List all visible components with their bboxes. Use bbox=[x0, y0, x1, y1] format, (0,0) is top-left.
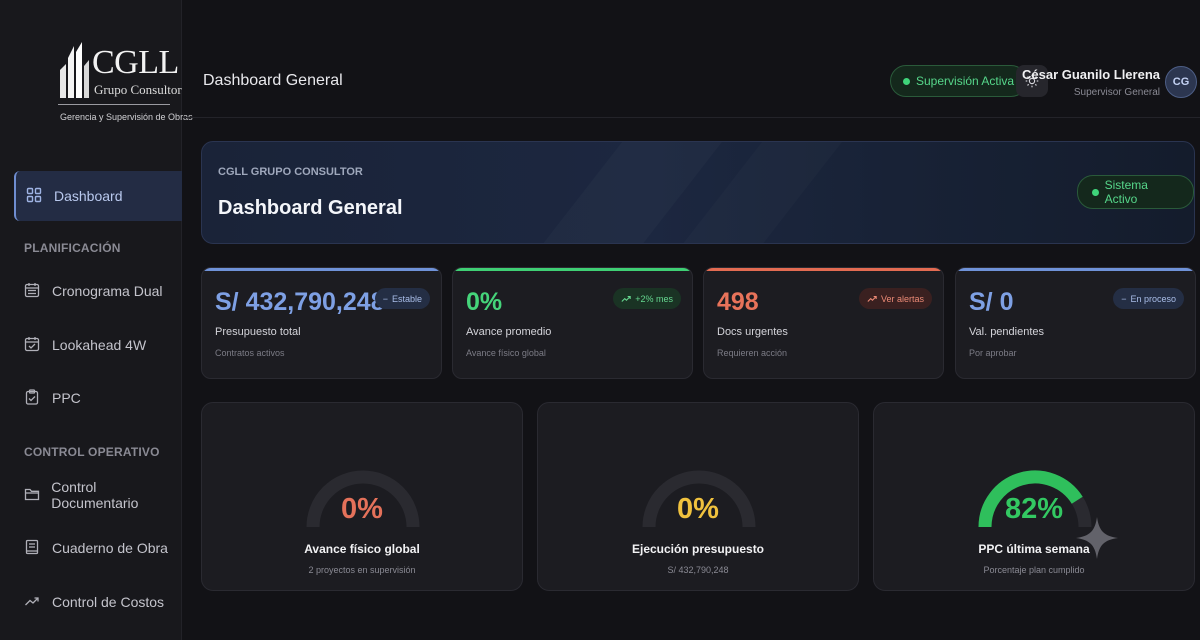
card-accent-bar bbox=[956, 268, 1195, 271]
sidebar-item-lookahead[interactable]: Lookahead 4W bbox=[14, 320, 182, 370]
sidebar-item-label: Control Documentario bbox=[51, 479, 139, 511]
banner-decoration bbox=[202, 142, 1195, 244]
stat-label: Val. pendientes bbox=[969, 326, 1045, 338]
page-title: Dashboard General bbox=[203, 72, 343, 89]
minus-icon: − bbox=[1121, 293, 1127, 304]
stat-value: S/ 0 bbox=[969, 288, 1014, 316]
status-label: Supervisión Activa bbox=[916, 74, 1015, 88]
sidebar-item-label: PPC bbox=[52, 390, 81, 406]
calendar-icon bbox=[24, 282, 42, 300]
stat-desc: Por aprobar bbox=[969, 348, 1017, 358]
gauge-ppc bbox=[978, 470, 1092, 528]
stat-value: S/ 432,790,248 bbox=[215, 288, 385, 316]
gauge-card-ejecucion-presupuesto[interactable]: 0% Ejecución presupuesto S/ 432,790,248 bbox=[537, 402, 859, 591]
gauge-card-avance-fisico[interactable]: 0% Avance físico global 2 proyectos en s… bbox=[201, 402, 523, 591]
trend-up-icon bbox=[24, 593, 42, 611]
gauge-title: PPC última semana bbox=[978, 542, 1090, 556]
stat-label: Presupuesto total bbox=[215, 326, 301, 338]
avatar[interactable]: CG bbox=[1165, 66, 1197, 98]
sidebar-item-label: Lookahead 4W bbox=[52, 337, 147, 353]
sidebar-item-cronograma-dual[interactable]: Cronograma Dual bbox=[14, 266, 182, 316]
sun-icon bbox=[1025, 74, 1039, 88]
clipboard-check-icon bbox=[24, 389, 42, 407]
stat-desc: Avance físico global bbox=[466, 348, 546, 358]
stat-badge: − Estable bbox=[374, 288, 430, 309]
sidebar-item-dashboard[interactable]: Dashboard bbox=[14, 171, 182, 221]
sidebar-item-control-de-costos[interactable]: Control de Costos bbox=[14, 577, 182, 627]
trend-up-icon bbox=[621, 295, 631, 302]
section-control-operativo: CONTROL OPERATIVO bbox=[24, 445, 160, 459]
gauge-subtitle: 2 proyectos en supervisión bbox=[308, 565, 416, 575]
card-accent-bar bbox=[453, 268, 692, 271]
user-role: Supervisor General bbox=[1073, 87, 1160, 98]
badge-label: +2% mes bbox=[635, 293, 673, 304]
gauge-ejecucion-presupuesto bbox=[642, 470, 756, 528]
badge-label: Ver alertas bbox=[880, 293, 924, 304]
gauge-title: Ejecución presupuesto bbox=[631, 542, 765, 556]
minus-icon: − bbox=[382, 293, 388, 304]
banner-title: Dashboard General bbox=[218, 197, 403, 219]
stat-card-docs-urgentes[interactable]: 498 Ver alertas Docs urgentes Requieren … bbox=[703, 267, 944, 379]
calendar-check-icon bbox=[24, 336, 42, 354]
building-logo-icon bbox=[60, 42, 89, 98]
gauge-percent: 0% bbox=[341, 493, 383, 525]
stat-label: Docs urgentes bbox=[717, 326, 788, 338]
badge-label: Estable bbox=[391, 293, 422, 304]
notebook-icon bbox=[24, 539, 42, 557]
stat-label: Avance promedio bbox=[466, 326, 552, 338]
logo-brand: CGLL bbox=[92, 44, 179, 81]
stat-badge-ver-alertas[interactable]: Ver alertas bbox=[858, 288, 932, 309]
stat-desc: Contratos activos bbox=[215, 348, 285, 358]
logo-tagline: Gerencia y Supervisión de Obras bbox=[60, 112, 193, 122]
sparkle-icon bbox=[1076, 517, 1118, 559]
stat-card-val-pendientes[interactable]: S/ 0 − En proceso Val. pendientes Por ap… bbox=[955, 267, 1196, 379]
gauge-fill bbox=[978, 470, 1083, 528]
sidebar-item-label: Cronograma Dual bbox=[52, 283, 163, 299]
status-dot bbox=[1092, 188, 1099, 196]
stat-card-avance[interactable]: 0% +2% mes Avance promedio Avance físico… bbox=[452, 267, 693, 379]
stat-desc: Requieren acción bbox=[717, 348, 788, 358]
status-label: Sistema Activo bbox=[1104, 178, 1148, 206]
section-planificacion: PLANIFICACIÓN bbox=[24, 241, 121, 255]
user-name: César Guanilo Llerena bbox=[1022, 67, 1160, 82]
stat-value: 0% bbox=[466, 288, 503, 316]
stat-badge: +2% mes bbox=[613, 288, 681, 309]
system-status-pill[interactable]: Sistema Activo bbox=[1077, 175, 1194, 209]
status-dot bbox=[903, 77, 910, 85]
stat-card-presupuesto[interactable]: S/ 432,790,248 − Estable Presupuesto tot… bbox=[201, 267, 442, 379]
gauge-percent: 0% bbox=[677, 493, 719, 525]
gauge-title: Avance físico global bbox=[304, 542, 420, 556]
theme-toggle-button[interactable] bbox=[1016, 65, 1048, 97]
logo-divider bbox=[58, 104, 170, 105]
trend-up-icon bbox=[867, 295, 877, 302]
badge-label: En proceso bbox=[1130, 293, 1176, 304]
gauge-track bbox=[642, 470, 756, 528]
sidebar-item-label: Control de Costos bbox=[52, 594, 165, 610]
stat-badge: − En proceso bbox=[1113, 288, 1184, 309]
folder-icon bbox=[24, 486, 41, 504]
sidebar-item-control-documentario[interactable]: Control Documentario bbox=[14, 470, 182, 520]
sidebar-item-label: Cuaderno de Obra bbox=[52, 540, 168, 556]
gauge-avance-fisico bbox=[306, 470, 420, 528]
banner-subtitle: CGLL GRUPO CONSULTOR bbox=[218, 166, 363, 178]
logo-company: Grupo Consultor bbox=[94, 82, 182, 97]
top-header: Dashboard General Supervisión Activa Cés… bbox=[183, 0, 1200, 118]
gauge-track bbox=[306, 470, 420, 528]
gauge-percent: 82% bbox=[1004, 493, 1064, 525]
sidebar: CGLL Grupo Consultor Gerencia y Supervis… bbox=[0, 0, 193, 640]
gauge-card-ppc[interactable]: 82% PPC última semana Porcentaje plan cu… bbox=[873, 402, 1195, 591]
sidebar-item-ppc[interactable]: PPC bbox=[14, 373, 182, 423]
gauge-subtitle: S/ 432,790,248 bbox=[667, 565, 729, 575]
card-accent-bar bbox=[202, 268, 441, 271]
stat-value: 498 bbox=[717, 288, 759, 316]
company-logo[interactable]: CGLL Grupo Consultor Gerencia y Supervis… bbox=[48, 36, 193, 128]
welcome-banner: CGLL GRUPO CONSULTOR Dashboard General S… bbox=[201, 141, 1195, 244]
card-accent-bar bbox=[704, 268, 943, 271]
sidebar-item-label: Dashboard bbox=[54, 188, 123, 204]
supervision-status-pill[interactable]: Supervisión Activa bbox=[890, 65, 1028, 97]
gauge-subtitle: Porcentaje plan cumplido bbox=[983, 565, 1085, 575]
sidebar-item-cuaderno-de-obra[interactable]: Cuaderno de Obra bbox=[14, 523, 182, 573]
grid-icon bbox=[26, 187, 44, 205]
